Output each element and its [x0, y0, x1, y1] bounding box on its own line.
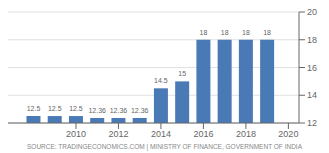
svg-text:18: 18: [242, 29, 250, 36]
svg-text:14: 14: [307, 90, 317, 100]
svg-text:2016: 2016: [193, 129, 213, 139]
svg-text:20: 20: [307, 7, 317, 17]
svg-text:2010: 2010: [66, 129, 86, 139]
svg-text:12.36: 12.36: [110, 107, 128, 114]
svg-text:12.5: 12.5: [48, 105, 62, 112]
svg-text:18: 18: [263, 29, 271, 36]
svg-text:18: 18: [200, 29, 208, 36]
svg-text:12.5: 12.5: [69, 105, 83, 112]
svg-text:12.5: 12.5: [27, 105, 41, 112]
svg-text:2014: 2014: [151, 129, 171, 139]
svg-text:18: 18: [221, 29, 229, 36]
svg-text:16: 16: [307, 63, 317, 73]
svg-text:12.36: 12.36: [88, 107, 106, 114]
svg-text:12: 12: [307, 118, 317, 128]
svg-text:2020: 2020: [278, 129, 298, 139]
svg-text:12.36: 12.36: [131, 107, 149, 114]
svg-text:15: 15: [178, 70, 186, 77]
svg-text:2018: 2018: [236, 129, 256, 139]
svg-text:14.5: 14.5: [154, 77, 168, 84]
svg-text:18: 18: [307, 35, 317, 45]
svg-text:2012: 2012: [108, 129, 128, 139]
html-text:SOURCE: TRADINGECONOMICS.COM |: SOURCE: TRADINGECONOMICS.COM | MINISTRY …: [27, 143, 302, 150]
